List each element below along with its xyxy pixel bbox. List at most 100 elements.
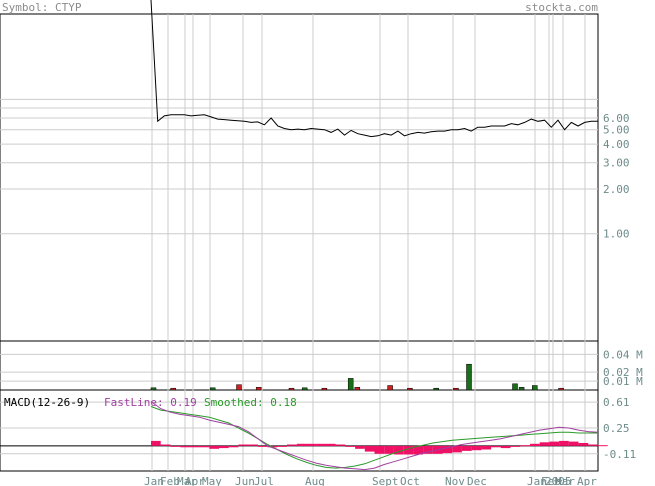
macd-histogram-bar <box>199 445 210 448</box>
volume-bar <box>209 387 216 391</box>
volume-bar <box>558 387 564 391</box>
macd-smoothed-line <box>150 406 598 469</box>
price-panel-frame <box>0 13 599 342</box>
macd-histogram-bar <box>219 445 229 449</box>
volume-layer <box>150 363 564 391</box>
volume-bar <box>354 387 361 391</box>
symbol-label: Symbol: CTYP <box>2 1 82 14</box>
price-layer <box>150 0 598 138</box>
volume-bar <box>236 384 242 391</box>
volume-bar <box>288 387 295 391</box>
macd-histogram-bar <box>374 445 385 454</box>
macd-histogram-bar <box>287 444 297 446</box>
price-tick-label: 1.00 <box>603 228 630 241</box>
macd-tick-label: 0.25 <box>603 422 630 435</box>
macd-histogram-bar <box>530 443 540 446</box>
macd-histogram-bar <box>500 445 511 449</box>
macd-legend-smoothed: Smoothed: 0.18 <box>204 396 297 409</box>
macd-panel-frame <box>0 389 599 472</box>
macd-histogram-bar <box>189 445 200 448</box>
macd-histogram-bar <box>393 445 404 455</box>
macd-histogram-bar <box>598 445 608 447</box>
grid-layer <box>0 14 598 471</box>
axis-layer: 6.005.004.00 3.00 2.00 1.00 0.04 M 0.02 M0.01… <box>144 112 643 486</box>
macd-layer <box>0 401 608 471</box>
macd-histogram-bar <box>559 440 569 446</box>
volume-bar <box>532 385 538 391</box>
macd-tick-label: 0.61 <box>603 396 630 409</box>
macd-histogram-bar <box>578 443 589 446</box>
macd-histogram-bar <box>520 445 530 447</box>
x-tick-label: Jun <box>235 475 255 486</box>
volume-bar <box>301 387 308 391</box>
site-label: stockta.com <box>525 1 598 14</box>
volume-bar <box>518 387 525 391</box>
volume-bar <box>150 387 157 391</box>
macd-histogram-bar <box>151 440 161 446</box>
x-tick-label: Aug <box>305 475 325 486</box>
x-tick-label: Mar <box>177 475 197 486</box>
macd-histogram-bar <box>209 445 219 449</box>
x-tick-label: Dec <box>467 475 487 486</box>
macd-histogram-bar <box>481 445 492 450</box>
x-tick-label: Apr <box>185 475 205 486</box>
price-tick-label: 4.00 <box>603 138 630 151</box>
x-tick-label: 2005 <box>545 475 572 486</box>
macd-fast-line <box>150 401 599 471</box>
x-tick-label: Apr <box>577 475 597 486</box>
macd-histogram-bar <box>423 445 433 454</box>
macd-histogram-bar <box>170 445 181 447</box>
price-tick-label: 2.00 <box>603 183 630 196</box>
macd-histogram-bar <box>471 445 482 451</box>
macd-histogram-bar <box>442 445 453 454</box>
macd-histogram-bar <box>277 445 287 447</box>
volume-bar <box>512 383 518 391</box>
macd-histogram-bar <box>325 443 336 446</box>
x-tick-label: Oct <box>400 475 420 486</box>
x-tick-label: Mar <box>555 475 575 486</box>
x-tick-label: Nov <box>445 475 465 486</box>
macd-histogram-bar <box>403 445 414 455</box>
macd-legend-fastline: FastLine: 0.19 <box>104 396 197 409</box>
volume-bar <box>255 387 262 391</box>
macd-histogram-bar <box>238 444 249 446</box>
price-tick-label: 6.00 <box>603 112 630 125</box>
macd-histogram-bar <box>491 445 501 448</box>
volume-tick-label: 0.01 M <box>603 375 643 388</box>
x-tick-label: Feb <box>541 475 561 486</box>
macd-histogram-bar <box>539 442 550 446</box>
macd-histogram-bar <box>355 445 365 449</box>
volume-panel-frame <box>0 340 599 391</box>
macd-histogram-bar <box>462 445 472 451</box>
volume-bar <box>387 385 393 391</box>
macd-histogram-bar <box>364 445 375 452</box>
macd-histogram-bar <box>588 444 598 446</box>
x-tick-label: May <box>202 475 222 486</box>
volume-bar <box>453 387 459 391</box>
macd-histogram-bar <box>413 445 424 455</box>
macd-histogram-bar <box>384 445 394 454</box>
macd-tick-label: -0.11 <box>603 448 636 461</box>
macd-histogram-bar <box>568 441 579 446</box>
x-tick-label: Jan <box>144 475 164 486</box>
volume-bar <box>407 387 413 391</box>
volume-bar <box>466 363 472 391</box>
volume-bar <box>347 378 354 391</box>
macd-histogram-bar <box>180 445 190 448</box>
x-tick-label: Jul <box>254 475 274 486</box>
x-tick-label: Sept <box>372 475 399 486</box>
macd-histogram-bar <box>160 444 171 446</box>
macd-histogram-bar <box>296 443 307 446</box>
volume-bar <box>321 387 328 391</box>
macd-histogram-bar <box>248 444 258 446</box>
macd-histogram-bar <box>228 445 239 448</box>
volume-tick-label: 0.04 M <box>603 348 643 361</box>
macd-histogram-bar <box>452 445 462 453</box>
macd-histogram-bar <box>306 443 317 446</box>
macd-histogram-bar <box>549 441 560 446</box>
x-tick-label: Jan <box>527 475 547 486</box>
price-line <box>150 0 598 138</box>
macd-histogram-bar <box>345 445 355 447</box>
